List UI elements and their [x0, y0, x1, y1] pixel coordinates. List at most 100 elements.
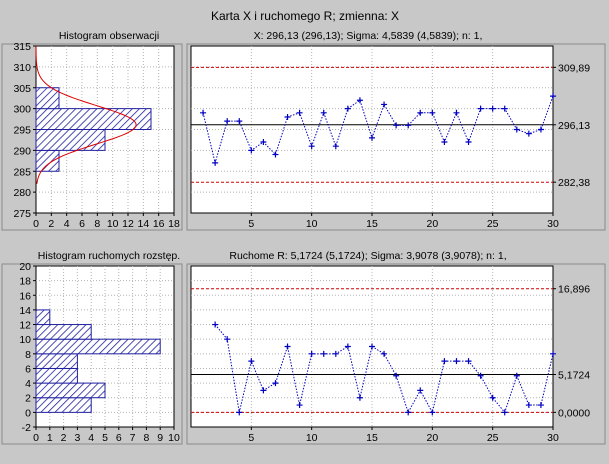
hist_x-xtick-label: 10 [107, 218, 119, 230]
hist_x-bar-4 [35, 108, 152, 130]
chart_r-xtick-label: 5 [248, 432, 254, 444]
hist_r-xtick-label: 9 [157, 432, 163, 444]
chart_x-lcl-label: 282,38 [558, 177, 590, 189]
chart_r-point-25 [501, 409, 508, 416]
chart_r-point-15 [381, 350, 388, 357]
chart_r-point-23 [477, 372, 484, 379]
hist_r-ytick-label: 0 [25, 407, 31, 419]
chart_r-title: Ruchome R: 5,1724 (5,1724); Sigma: 3,907… [229, 250, 506, 262]
chart_x-point-2 [212, 159, 219, 166]
hist_r-ytick-label: -2 [22, 422, 31, 434]
hist_r-xtick-label: 4 [88, 432, 94, 444]
hist_x-xtick-label: 14 [137, 218, 149, 230]
chart_x-title: X: 296,13 (296,13); Sigma: 4,5839 (4,583… [254, 30, 483, 42]
chart_x-xtick-label: 10 [306, 218, 318, 230]
chart_x-point-22 [453, 109, 460, 116]
hist_x-xtick-label: 6 [79, 218, 85, 230]
chart_x-point-23 [465, 139, 472, 146]
hist_x-ytick-label: 275 [13, 208, 31, 220]
hist_x-ytick-label: 295 [13, 125, 31, 137]
hist_r-xtick-label: 8 [143, 432, 149, 444]
hist_r-xtick-label: 1 [47, 432, 53, 444]
hist_x-xtick-label: 2 [48, 218, 54, 230]
hist_r-ytick-label: 4 [25, 378, 31, 390]
hist_x-ytick-label: 290 [13, 145, 31, 157]
chart_r-center-label: 5,1724 [558, 370, 590, 382]
chart_r-point-9 [308, 350, 315, 357]
hist_r-xtick-label: 10 [168, 432, 180, 444]
hist_x-xtick-label: 4 [64, 218, 70, 230]
hist_r-title: Histogram ruchomych rozstęp. [38, 250, 180, 262]
chart_r-point-1 [212, 321, 219, 328]
chart_x-point-16 [381, 101, 388, 108]
chart_r-xtick-label: 25 [487, 432, 499, 444]
chart_r-point-22 [465, 358, 472, 365]
chart_x-point-4 [236, 118, 243, 125]
chart_r-point-18 [417, 387, 424, 394]
hist_x-xtick-label: 18 [168, 218, 180, 230]
chart_x-point-24 [477, 105, 484, 112]
hist_r-ytick-label: 12 [19, 320, 31, 332]
hist_x-xtick-label: 0 [33, 218, 39, 230]
hist_x-title: Histogram obserwacji [59, 30, 159, 42]
hist_r-ytick-label: 10 [19, 334, 31, 346]
chart_r-xtick-label: 15 [366, 432, 378, 444]
chart_r-point-20 [441, 358, 448, 365]
hist_r-bar-1 [35, 382, 106, 399]
chart_x-point-18 [405, 122, 412, 129]
chart_x-xtick-label: 25 [487, 218, 499, 230]
chart_x-point-9 [296, 109, 303, 116]
chart_x-xtick-label: 30 [547, 218, 559, 230]
chart_x-point-5 [248, 147, 255, 154]
chart_r-point-24 [489, 394, 496, 401]
panel-frame-1 [186, 43, 606, 231]
chart_x-point-27 [513, 126, 520, 133]
hist_r-xtick-label: 0 [33, 432, 39, 444]
chart_x-point-26 [501, 105, 508, 112]
chart_x-point-11 [320, 109, 327, 116]
chart_x-ucl-label: 309,89 [558, 62, 590, 74]
chart_r-point-2 [224, 336, 231, 343]
hist_x-ytick-label: 300 [13, 104, 31, 116]
hist_r-ytick-label: 2 [25, 393, 31, 405]
chart_x-point-12 [332, 143, 339, 150]
hist_r-xtick-label: 7 [130, 432, 136, 444]
chart_x-point-15 [369, 134, 375, 141]
hist_r-ytick-label: 14 [19, 305, 31, 317]
chart_x-point-14 [356, 97, 363, 104]
chart_x-point-29 [537, 126, 544, 133]
chart_x-point-3 [224, 118, 231, 125]
chart_r-point-10 [320, 350, 327, 357]
chart_r-point-29 [550, 350, 556, 357]
chart_x-point-13 [344, 105, 351, 112]
hist_r-xtick-label: 5 [102, 432, 108, 444]
chart_x-point-1 [200, 109, 207, 116]
chart_r-point-17 [405, 409, 412, 416]
hist_r-xtick-label: 3 [74, 432, 80, 444]
hist_r-bar-5 [35, 324, 92, 340]
hist_x-ytick-label: 310 [13, 62, 31, 74]
chart_x-xtick-label: 20 [426, 218, 438, 230]
hist_x-bar-5 [35, 87, 60, 110]
hist_r-xtick-label: 2 [61, 432, 67, 444]
chart_r-lcl-label: 0,0000 [558, 407, 590, 419]
chart_r-point-4 [248, 358, 255, 365]
chart_r-point-21 [453, 358, 460, 365]
chart_r-point-3 [236, 409, 243, 416]
chart_x-point-10 [308, 143, 315, 150]
chart_r-point-12 [344, 343, 351, 350]
chart_x-series-line [202, 95, 554, 165]
chart_r-point-11 [332, 350, 339, 357]
hist_x-ytick-label: 305 [13, 83, 31, 95]
panel-frame-0 [1, 43, 183, 231]
panel-frame-2 [1, 263, 183, 445]
hist_r-ytick-label: 20 [19, 261, 31, 273]
chart_r-point-26 [513, 372, 520, 379]
chart_x-point-7 [272, 151, 279, 158]
chart_r-point-16 [393, 372, 400, 379]
hist_r-ytick-label: 16 [19, 290, 31, 302]
panel-frame-3 [186, 263, 606, 445]
hist_x-ytick-label: 315 [13, 41, 31, 53]
hist_x-xtick-label: 12 [122, 218, 134, 230]
